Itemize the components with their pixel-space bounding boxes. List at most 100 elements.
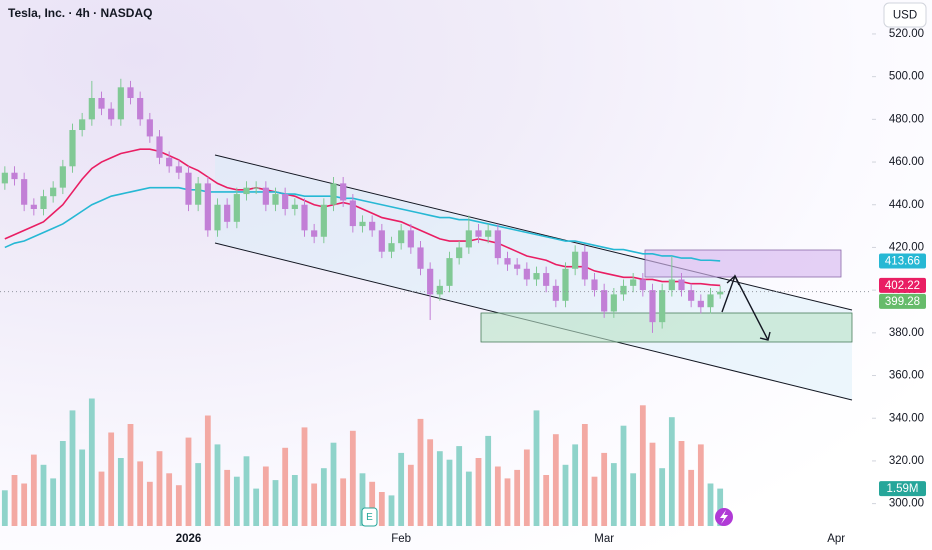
candle-body (224, 204, 231, 222)
volume-bar (649, 442, 656, 526)
volume-bar (166, 473, 173, 526)
volume-bar (591, 476, 598, 526)
volume-bar (398, 452, 405, 526)
candle-body (369, 221, 376, 231)
volume-bar (581, 424, 588, 526)
volume-bar (659, 468, 666, 526)
candle-body (639, 279, 646, 291)
volume-bar (79, 449, 86, 526)
volume-bar (639, 405, 646, 526)
candle-body (79, 119, 86, 131)
volume-bar (417, 418, 424, 526)
volume-bar (21, 483, 28, 526)
resistance-zone (644, 249, 842, 278)
price-tag (879, 293, 926, 309)
candle-body (620, 285, 627, 295)
volume-bar (620, 425, 627, 526)
currency-button[interactable] (883, 2, 927, 28)
volume-bar (349, 430, 356, 526)
volume-bar (301, 427, 308, 526)
candle-body (108, 108, 115, 120)
candle-body (388, 243, 395, 252)
chart-title: Tesla, Inc. · 4h · NASDAQ (8, 6, 152, 20)
volume-bar (552, 434, 559, 526)
volume-bar (311, 483, 318, 526)
earnings-label[interactable]: E (366, 512, 373, 523)
volume-bar (98, 471, 105, 526)
candle-body (697, 300, 704, 308)
volume-bar (610, 463, 617, 526)
candle-body (707, 294, 714, 308)
y-tick-label: 460.00 (889, 156, 924, 168)
volume-bar (156, 451, 163, 526)
volume-bar (572, 444, 579, 526)
volume-bar (504, 478, 511, 526)
candle-body (504, 258, 511, 265)
volume-bar (494, 466, 501, 526)
candle-body (494, 230, 501, 259)
volume-bar (485, 435, 492, 526)
volume-bar (717, 488, 724, 526)
candle-body (137, 97, 144, 120)
candle-body (98, 97, 105, 109)
candle-body (514, 264, 521, 269)
volume-bar (668, 417, 675, 526)
candle-body (417, 247, 424, 269)
volume-bar (533, 410, 540, 526)
candle-body (359, 221, 366, 227)
candle-body (117, 87, 124, 120)
price-tag-label: 413.66 (885, 256, 920, 268)
earnings-marker[interactable] (361, 507, 378, 527)
volume-bar (291, 475, 298, 526)
candle-body (465, 230, 472, 248)
volume-bar (678, 441, 685, 526)
candle-body (195, 183, 202, 205)
candle-body (591, 279, 598, 291)
volume-bar (137, 461, 144, 526)
volume-bar (30, 454, 37, 526)
price-tag-label: 402.22 (885, 280, 920, 292)
volume-bar (340, 478, 347, 526)
plot (0, 78, 870, 526)
y-tick-label: 340.00 (889, 412, 924, 424)
volume-bar (224, 469, 231, 526)
volume-bar (233, 476, 240, 526)
candle-body (649, 290, 656, 323)
volume-bar (330, 442, 337, 526)
candle-body (610, 294, 617, 312)
candle-body (475, 230, 482, 237)
candle-body (175, 166, 182, 173)
volume-bar (630, 473, 637, 526)
candle-body (40, 196, 47, 210)
volume-bar (475, 458, 482, 526)
volume-bar (456, 446, 463, 526)
volume-tag (879, 481, 926, 497)
volume-bar (88, 398, 95, 526)
candle-body (88, 97, 95, 120)
currency-label[interactable]: USD (893, 10, 917, 22)
candle-body (166, 157, 173, 167)
candle-body (581, 251, 588, 280)
candle-body (523, 268, 530, 280)
volume-bar (707, 483, 714, 526)
x-tick-label: Apr (827, 533, 845, 545)
volume-bar (514, 469, 521, 526)
volume-bar (117, 458, 124, 526)
candle-body (427, 268, 434, 295)
volume-bar (465, 471, 472, 526)
candle-body (552, 285, 559, 301)
candle-body (630, 279, 637, 286)
y-tick-label: 320.00 (889, 455, 924, 467)
volume-bar (523, 449, 530, 526)
candle-body (678, 279, 685, 291)
moving-average-line (4, 186, 721, 262)
volume-bar (282, 447, 289, 526)
volume-bar (195, 463, 202, 526)
volume-bar (175, 485, 182, 526)
volume-bar (185, 437, 192, 526)
candle-body (50, 187, 57, 197)
x-tick-label: Feb (391, 533, 411, 545)
candle-body (156, 136, 163, 158)
volume-bar (262, 466, 269, 526)
